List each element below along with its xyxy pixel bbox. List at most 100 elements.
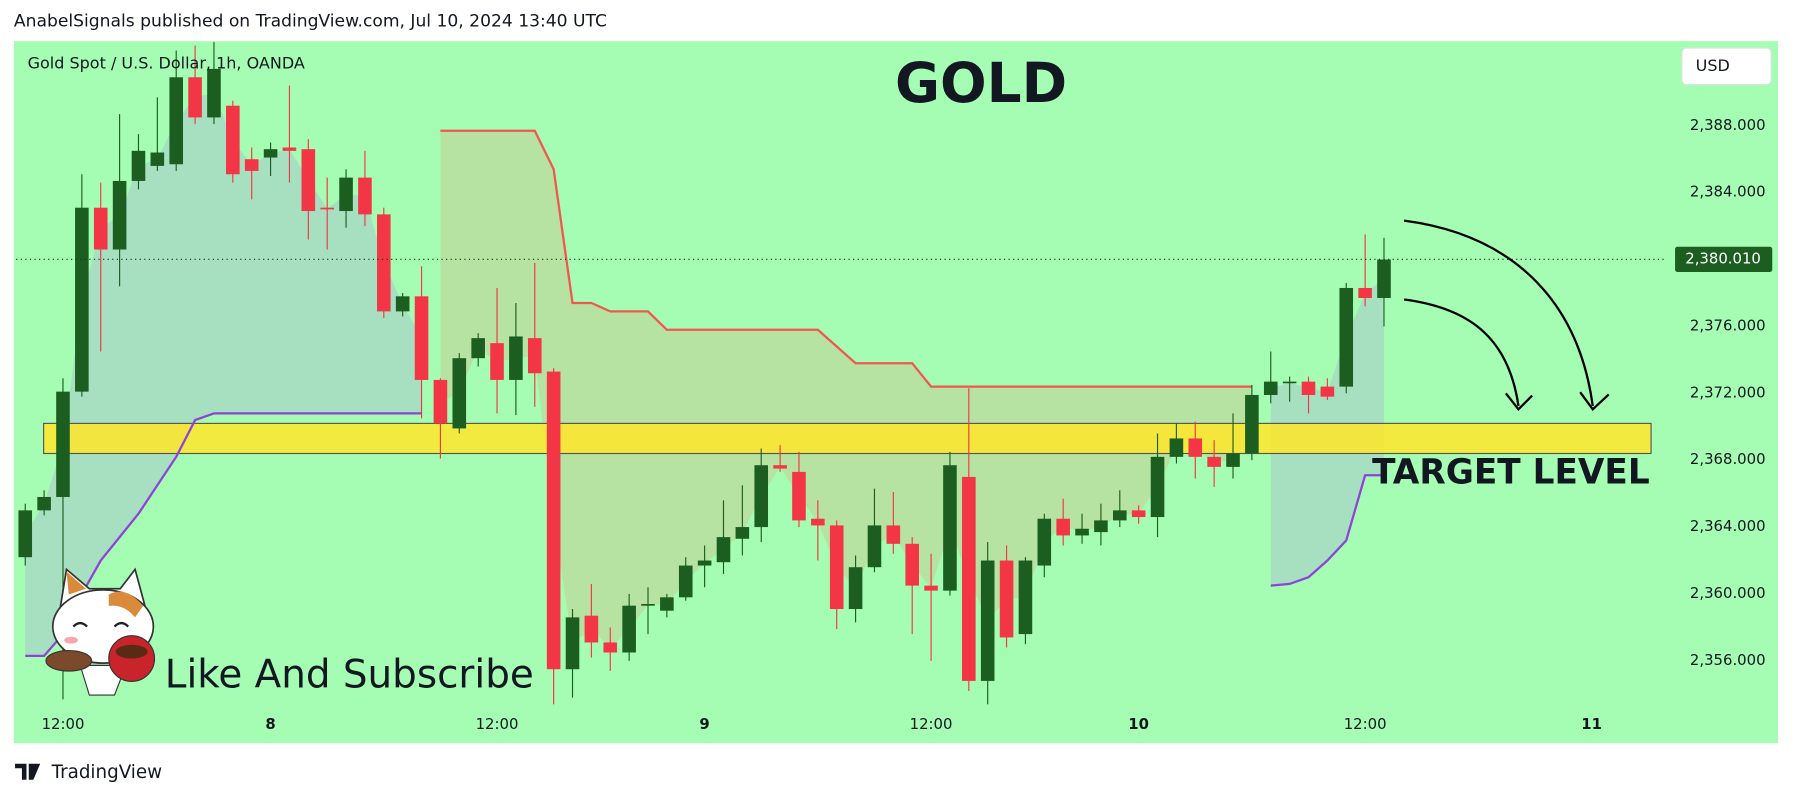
candle-body — [886, 525, 901, 544]
candle-body — [943, 465, 957, 591]
candle-body — [56, 391, 70, 497]
candle-body — [1377, 259, 1391, 298]
candle-body — [509, 336, 523, 380]
candle-body — [811, 518, 825, 526]
candle-body — [1282, 381, 1297, 384]
x-tick-label: 10 — [1128, 715, 1149, 733]
candle-body — [829, 525, 844, 610]
x-tick-label: 12:00 — [42, 715, 85, 733]
x-tick-label: 12:00 — [1344, 715, 1387, 733]
currency-label[interactable]: USD — [1696, 56, 1730, 75]
arrow-head — [1504, 392, 1533, 412]
candle-body — [1358, 287, 1372, 298]
mascot — [45, 567, 156, 696]
candle-body — [1094, 520, 1108, 533]
arrow-head — [1579, 391, 1610, 412]
candle-body — [1169, 438, 1184, 457]
y-tick-label: 2,372.000 — [1690, 383, 1766, 401]
candle-body — [207, 68, 221, 118]
candle-body — [471, 338, 485, 359]
footer-brand: TradingView — [51, 762, 163, 783]
candle-body — [1339, 287, 1354, 387]
candle-body — [301, 149, 316, 212]
published-line: AnabelSignals published on TradingView.c… — [14, 12, 607, 32]
currency-button[interactable] — [1681, 47, 1772, 86]
candle-body — [1112, 510, 1127, 521]
plot-layer — [16, 42, 1668, 705]
candle-body — [452, 358, 467, 429]
candle-body — [1056, 518, 1070, 536]
candle-body — [735, 527, 750, 539]
y-tick-label: 2,376.000 — [1690, 316, 1766, 334]
candle-body — [377, 214, 391, 312]
zone-layer — [43, 422, 1652, 455]
band-fill — [440, 130, 1252, 648]
candle-body — [1226, 453, 1240, 467]
candle-body — [150, 152, 165, 166]
candle-body — [565, 617, 580, 670]
candle-body — [924, 585, 938, 591]
candle-body — [1075, 528, 1089, 536]
candle-body — [754, 465, 769, 528]
candle-body — [716, 537, 731, 563]
candle-body — [75, 207, 89, 392]
annotation: Like And Subscribe — [165, 652, 534, 697]
y-tick-label: 2,388.000 — [1690, 116, 1766, 134]
candle-body — [37, 496, 51, 511]
candle-body — [1188, 438, 1203, 457]
x-tick-label: 9 — [699, 715, 709, 733]
x-tick-label: 11 — [1581, 715, 1602, 733]
y-tick-label: 2,384.000 — [1690, 183, 1766, 201]
x-tick-label: 12:00 — [910, 715, 953, 733]
candle-body — [188, 77, 202, 118]
candle-body — [169, 77, 184, 165]
x-tick-label: 8 — [265, 715, 275, 733]
candle-body — [792, 471, 806, 521]
arrow — [1403, 298, 1520, 407]
symbol-label: Gold Spot / U.S. Dollar, 1h, OANDA — [28, 54, 305, 73]
footer-logo — [15, 763, 41, 780]
candle-body — [848, 567, 863, 610]
last-price-label: 2,380.010 — [1685, 249, 1761, 267]
candle-body — [226, 105, 240, 175]
candle-body — [112, 180, 127, 250]
candle-body — [1245, 394, 1259, 454]
candle-body — [339, 177, 353, 212]
candle-body — [660, 597, 674, 611]
candle-body — [1150, 456, 1165, 518]
candle-body — [1207, 456, 1221, 467]
candle-body — [905, 543, 919, 586]
zone-label: TARGET LEVEL — [1372, 453, 1650, 493]
candle-body — [867, 525, 882, 568]
candle-body — [18, 510, 33, 558]
candle-body — [1320, 386, 1335, 397]
arrows — [1403, 219, 1610, 412]
candle-body — [282, 147, 297, 151]
candle-body — [131, 150, 146, 181]
candle-body — [263, 149, 278, 158]
y-tick-label: 2,360.000 — [1690, 584, 1766, 602]
candle-body — [584, 615, 599, 643]
candle-body — [546, 371, 561, 670]
candle-body — [1301, 381, 1316, 395]
candle-body — [697, 560, 712, 566]
y-tick-label: 2,356.000 — [1690, 651, 1766, 669]
candle-body — [999, 560, 1014, 638]
candle-body — [1131, 510, 1146, 518]
candle-body — [358, 177, 372, 215]
candle-body — [527, 338, 542, 374]
candle-body — [490, 343, 504, 380]
candle-body — [641, 604, 655, 606]
candle-body — [773, 465, 787, 469]
y-tick-label: 2,364.000 — [1690, 517, 1766, 535]
candle-body — [1018, 560, 1033, 635]
candle-body — [678, 565, 693, 598]
last-price-box — [1675, 246, 1773, 272]
candle-body — [244, 159, 259, 171]
candle-body — [980, 560, 995, 681]
y-tick-label: 2,368.000 — [1690, 450, 1766, 468]
chart-title: GOLD — [895, 51, 1067, 115]
candle-body — [603, 642, 618, 653]
candle-body — [320, 207, 334, 210]
